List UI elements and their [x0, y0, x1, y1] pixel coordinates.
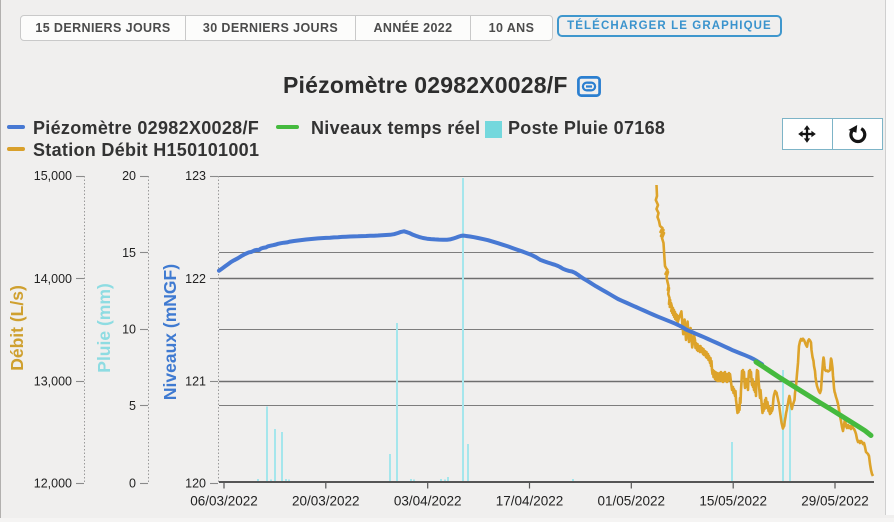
svg-text:Débit (L/s): Débit (L/s)	[7, 285, 27, 371]
svg-text:03/04/2022: 03/04/2022	[394, 494, 462, 509]
svg-text:13,000: 13,000	[34, 375, 72, 389]
svg-text:120: 120	[185, 477, 206, 491]
svg-text:Niveaux (mNGF): Niveaux (mNGF)	[160, 264, 180, 400]
svg-text:17/04/2022: 17/04/2022	[496, 494, 564, 509]
svg-text:122: 122	[185, 272, 206, 286]
svg-text:15/05/2022: 15/05/2022	[699, 494, 767, 509]
svg-text:20: 20	[122, 169, 136, 183]
svg-text:20/03/2022: 20/03/2022	[292, 494, 360, 509]
svg-text:Pluie (mm): Pluie (mm)	[94, 283, 114, 372]
svg-text:5: 5	[129, 399, 136, 413]
svg-text:06/03/2022: 06/03/2022	[190, 494, 258, 509]
svg-text:01/05/2022: 01/05/2022	[598, 494, 666, 509]
svg-text:12,000: 12,000	[34, 477, 72, 491]
svg-text:123: 123	[185, 169, 206, 183]
svg-text:14,000: 14,000	[34, 272, 72, 286]
svg-text:0: 0	[129, 477, 136, 491]
svg-text:10: 10	[122, 323, 136, 337]
svg-text:15: 15	[122, 246, 136, 260]
svg-text:121: 121	[185, 375, 206, 389]
svg-text:29/05/2022: 29/05/2022	[801, 494, 869, 509]
svg-text:15,000: 15,000	[34, 169, 72, 183]
